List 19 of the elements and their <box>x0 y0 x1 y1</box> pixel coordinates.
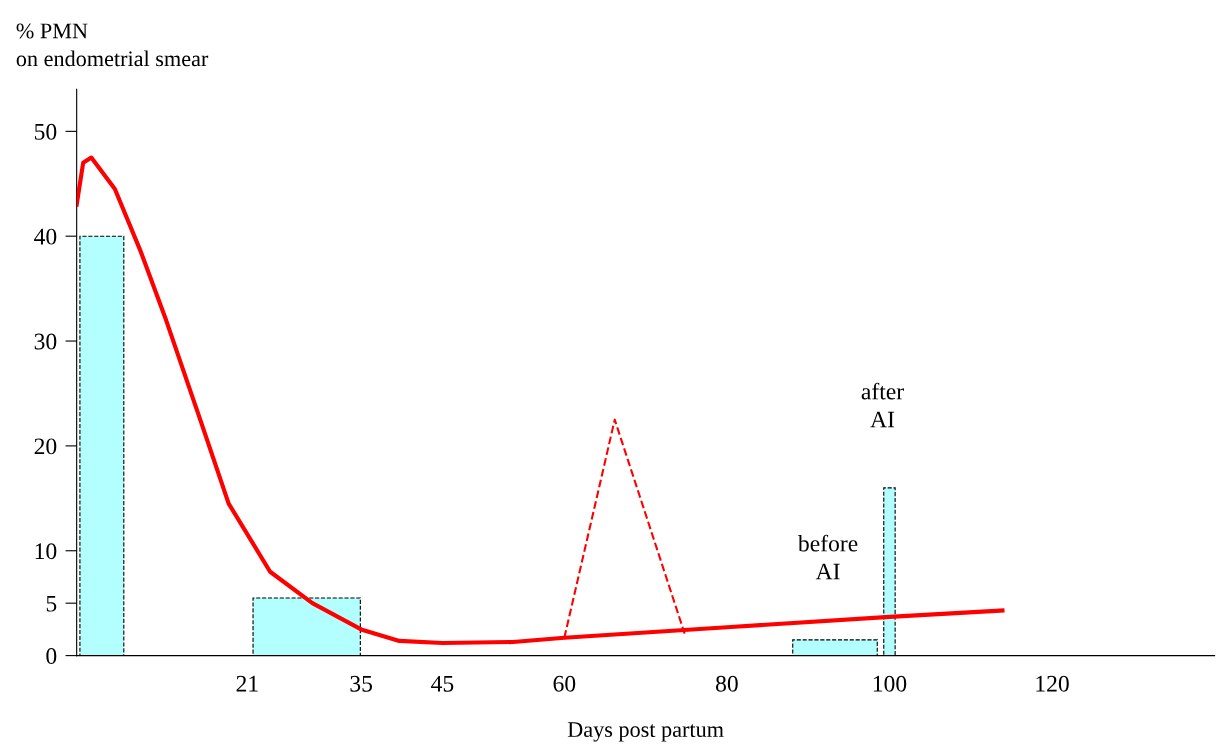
y-tick-label: 30 <box>34 333 57 350</box>
x-tick-label: 60 <box>553 675 576 692</box>
y-tick-label: 50 <box>34 123 57 140</box>
x-tick-label: 21 <box>236 675 258 692</box>
y-tick-label: 10 <box>35 543 57 560</box>
y-tick-label: 5 <box>46 595 57 612</box>
annotation: after AI <box>861 382 904 428</box>
x-axis-title: Days post partum <box>567 722 724 742</box>
x-tick-label: 80 <box>715 675 738 692</box>
x-tick-label: 45 <box>431 675 454 692</box>
y-tick-label: 40 <box>34 228 57 245</box>
y-tick-label: 0 <box>46 648 57 665</box>
line-series <box>76 155 1005 646</box>
x-tick-label: 100 <box>873 675 907 692</box>
x-tick-label: 35 <box>350 675 373 692</box>
annotation: before AI <box>797 534 858 580</box>
y-tick-label: 20 <box>34 438 57 455</box>
y-axis-title: % PMN on endometrial smear <box>16 23 209 67</box>
x-tick-label: 120 <box>1036 675 1069 692</box>
